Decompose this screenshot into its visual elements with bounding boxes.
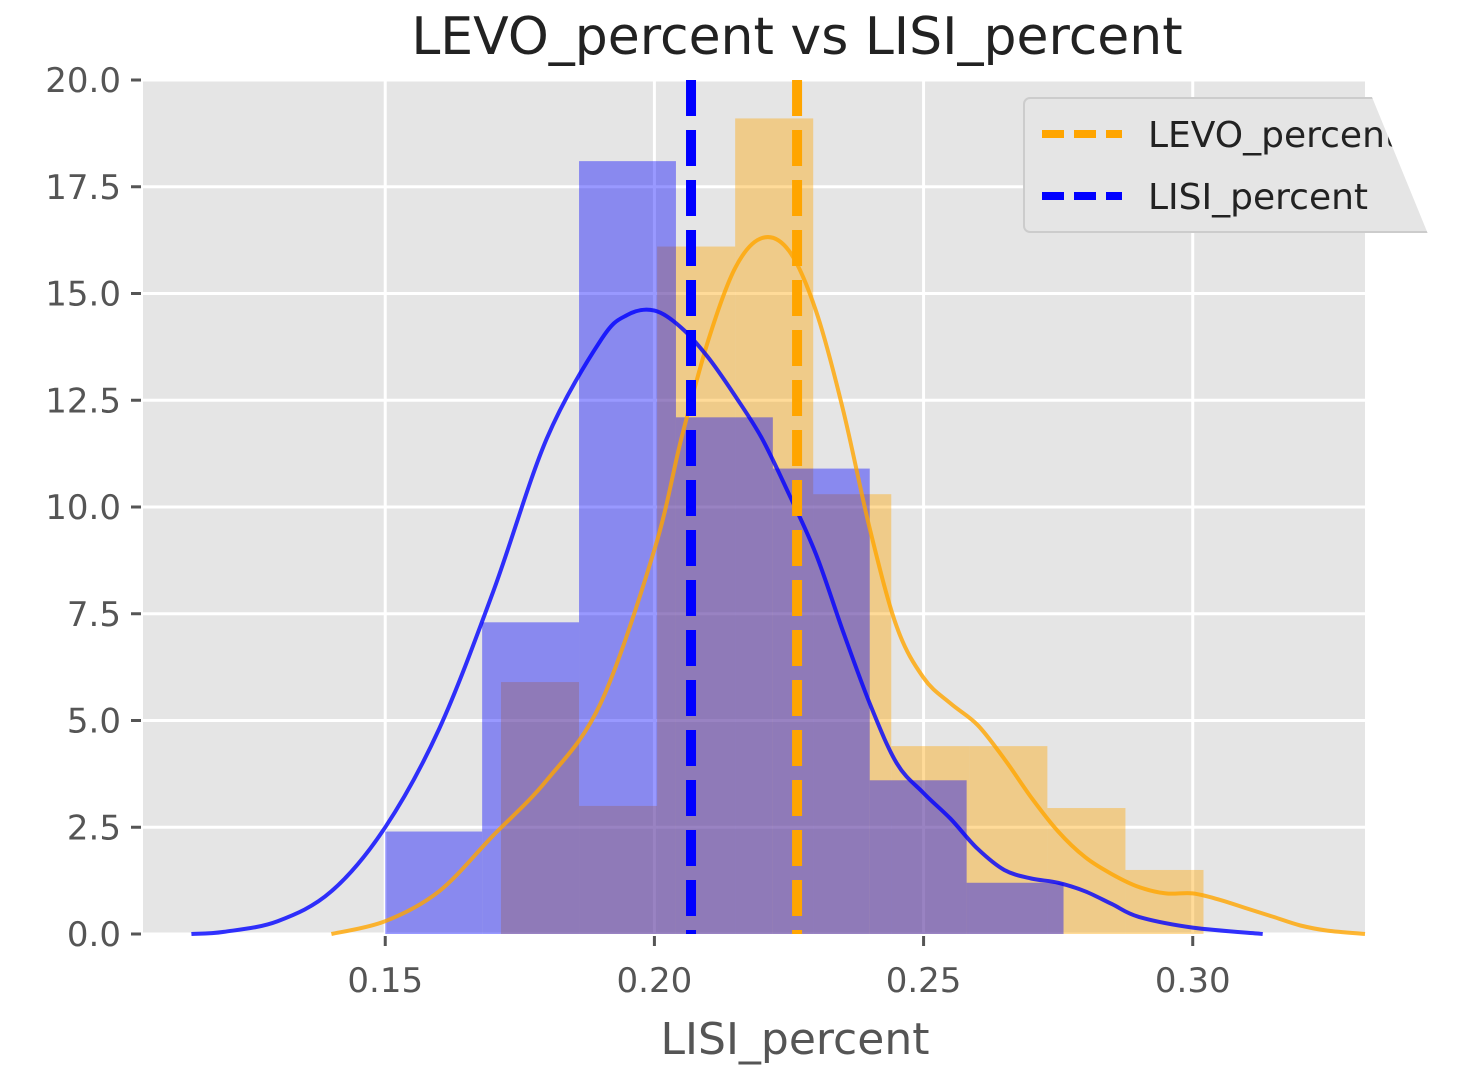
x-tick-label: 0.15 [347,961,423,1001]
axes: 0.0 2.5 5.0 7.5 10.0 12.5 15.0 17.5 20.0 0.15 0.20… [45,61,1230,1001]
histogram-bar [1047,808,1126,934]
y-tick-label: 5.0 [67,702,121,742]
y-tick-label: 17.5 [45,168,121,208]
y-tick-label: 0.0 [67,915,121,955]
mean-lines [686,80,803,934]
grid [143,78,1365,936]
y-tick-label: 2.5 [67,808,121,848]
histogram-bar [969,746,1048,934]
histogram-bars [385,118,1204,935]
histogram-bar [966,882,1064,934]
y-tick-label: 20.0 [45,61,121,101]
x-axis-label: LISI_percent [661,1014,930,1065]
histogram-bar [891,746,970,934]
x-tick-label: 0.30 [1155,961,1231,1001]
page-edge-cutout [1365,80,1478,934]
y-tick-label: 12.5 [45,381,121,421]
kde-curve [191,307,1263,936]
chart-title: LEVO_percent vs LISI_percent [411,7,1182,67]
legend: LEVO_percent LISI_percent [1023,97,1445,233]
histogram-bar [385,831,483,934]
histogram-bar [482,622,580,934]
legend-label: LEVO_percent [1148,115,1399,156]
histogram-bar [579,161,676,934]
histogram-bar [772,468,870,934]
histogram-bar [500,682,580,934]
legend-label: LISI_percent [1148,177,1368,218]
kde-curve [330,235,1366,936]
histogram-bar [579,805,658,934]
y-tick-label: 10.0 [45,488,121,528]
y-tick-label: 7.5 [67,595,121,635]
x-tick-label: 0.20 [617,961,693,1001]
x-tick-label: 0.25 [886,961,962,1001]
histogram-bar [869,780,967,934]
y-tick-label: 15.0 [45,275,121,315]
kde-curves [191,235,1366,936]
histogram-bar [657,246,736,934]
